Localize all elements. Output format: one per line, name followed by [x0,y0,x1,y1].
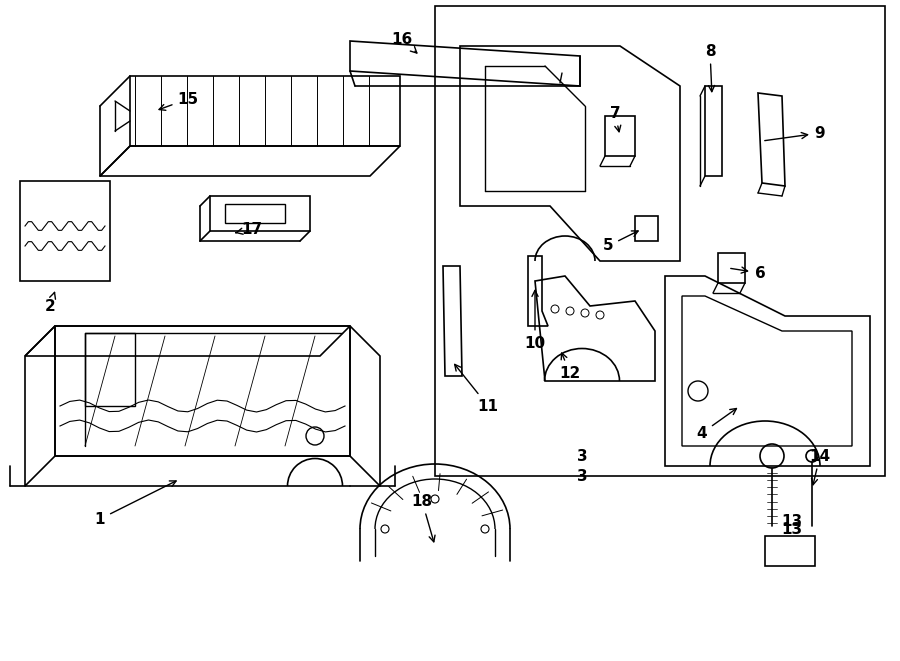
Text: 9: 9 [765,126,825,141]
Text: 13: 13 [781,522,803,537]
Text: 8: 8 [705,44,716,92]
Text: 1: 1 [94,481,176,527]
Text: 10: 10 [525,290,545,350]
Text: 13: 13 [781,514,803,529]
Text: 6: 6 [731,266,765,280]
Text: 12: 12 [560,353,580,381]
Text: 17: 17 [236,221,263,237]
Text: 16: 16 [392,32,417,53]
Text: 15: 15 [159,91,199,110]
Text: 3: 3 [577,449,588,464]
Text: 7: 7 [609,106,621,132]
Text: 14: 14 [809,449,831,485]
Text: 5: 5 [603,231,638,254]
Bar [435,6,885,476]
Text: 18: 18 [411,494,435,542]
Text: 4: 4 [697,408,736,440]
Text: 11: 11 [454,364,499,414]
Text: 2: 2 [45,292,56,313]
Text: 3: 3 [577,469,588,484]
